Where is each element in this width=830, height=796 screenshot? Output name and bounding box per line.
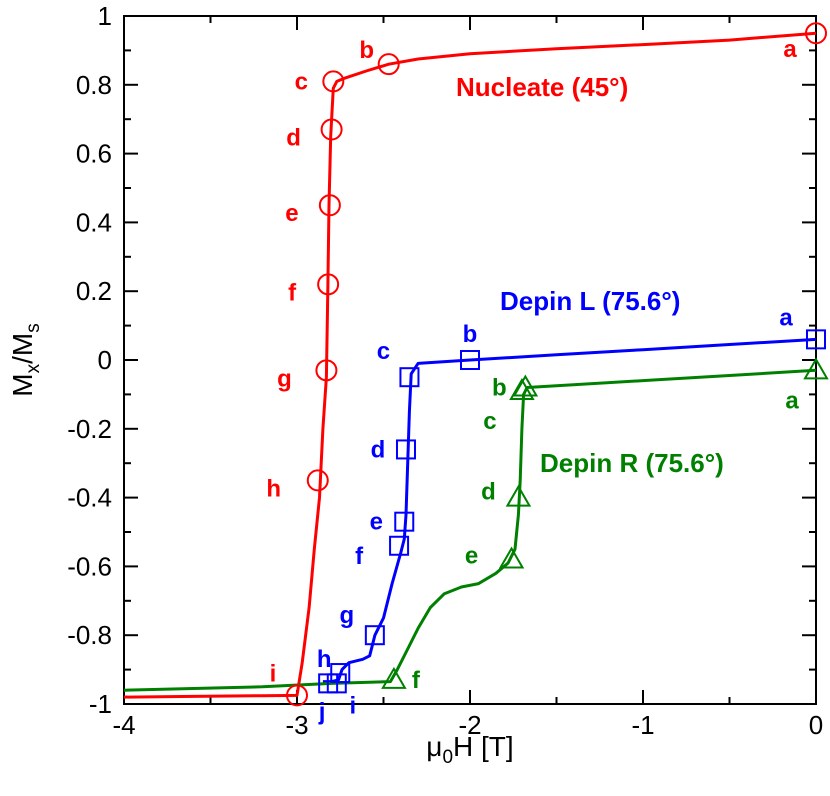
point-label-depin-r-d: d xyxy=(481,479,496,506)
y-axis-title: Mx/Ms xyxy=(7,323,44,396)
marker-depin-r-c xyxy=(509,377,535,400)
y-tick-label: -0.8 xyxy=(67,620,112,650)
y-tick-label: -1 xyxy=(89,689,112,719)
curve-nucleate xyxy=(123,31,817,699)
point-label-nucleate-a: a xyxy=(783,36,797,63)
marker-depin-l-j xyxy=(318,673,339,694)
curve-depin-r xyxy=(123,368,817,692)
x-tick-label: -4 xyxy=(112,710,135,740)
point-label-nucleate-b: b xyxy=(359,37,374,64)
series-title-depin-r: Depin R (75.6°) xyxy=(540,448,724,478)
point-label-nucleate-e: e xyxy=(285,200,298,227)
series-curves xyxy=(123,31,817,699)
marker-nucleate-e xyxy=(318,194,341,217)
point-label-depin-l-d: d xyxy=(371,436,386,463)
marker-depin-l-d xyxy=(395,439,416,460)
x-tick-label: -2 xyxy=(458,710,481,740)
point-label-depin-l-e: e xyxy=(370,509,383,536)
marker-depin-r-b xyxy=(512,374,539,397)
y-tick-label: -0.2 xyxy=(67,414,112,444)
x-tick-label: -1 xyxy=(631,710,654,740)
x-tick-label: -3 xyxy=(285,710,308,740)
point-label-depin-r-c: c xyxy=(483,408,496,435)
point-label-nucleate-d: d xyxy=(286,125,301,152)
marker-depin-l-c xyxy=(399,367,420,388)
axis-ticks: -4 -3 -2 -1 0 -1 -0.8 -0.6 -0.4 -0.2 0 0.2 0.4 0.6 0.8… xyxy=(67,1,823,740)
series-markers xyxy=(286,22,829,707)
marker-depin-r-e xyxy=(498,546,525,569)
point-label-nucleate-i: i xyxy=(270,660,277,687)
x-axis-title: μ0H [T] xyxy=(426,731,513,768)
point-label-nucleate-g: g xyxy=(277,365,292,392)
point-label-depin-r-f: f xyxy=(412,667,421,694)
x-tick-label: 0 xyxy=(809,710,823,740)
marker-depin-l-e xyxy=(394,511,415,532)
marker-nucleate-d xyxy=(320,118,343,141)
marker-depin-r-a xyxy=(803,357,829,380)
series-title-depin-l: Depin L (75.6°) xyxy=(500,286,680,316)
marker-depin-l-g xyxy=(364,625,385,646)
marker-nucleate-f xyxy=(317,273,340,296)
marker-nucleate-g xyxy=(315,359,338,382)
marker-depin-r-d xyxy=(505,484,532,507)
point-label-nucleate-h: h xyxy=(266,475,281,502)
y-tick-label: 0 xyxy=(98,345,112,375)
y-tick-label: 0.8 xyxy=(76,70,112,100)
point-label-nucleate-f: f xyxy=(288,279,297,306)
y-tick-label: -0.6 xyxy=(67,551,112,581)
point-label-depin-l-c: c xyxy=(377,338,390,365)
marker-depin-l-b xyxy=(460,350,480,370)
y-tick-label: 1 xyxy=(98,1,112,31)
point-label-depin-l-a: a xyxy=(779,304,793,331)
y-tick-label: 0.4 xyxy=(76,207,112,237)
point-label-depin-r-b: b xyxy=(492,375,507,402)
point-label-depin-l-i: i xyxy=(349,692,356,719)
y-tick-label: 0.6 xyxy=(76,139,112,169)
y-tick-label: -0.4 xyxy=(67,483,112,513)
point-label-depin-l-h: h xyxy=(317,646,332,673)
point-label-depin-l-g: g xyxy=(340,602,355,629)
series-title-nucleate: Nucleate (45°) xyxy=(456,72,628,102)
marker-nucleate-a xyxy=(805,22,827,45)
marker-depin-l-h xyxy=(330,663,351,684)
point-label-depin-r-a: a xyxy=(785,387,799,414)
marker-depin-l-f xyxy=(389,535,410,556)
marker-nucleate-h xyxy=(306,469,329,492)
point-label-depin-l-j: j xyxy=(318,698,326,725)
marker-nucleate-c xyxy=(322,70,345,93)
marker-depin-r-f xyxy=(381,666,407,689)
point-label-depin-l-b: b xyxy=(463,321,478,348)
marker-nucleate-i xyxy=(286,684,308,707)
marker-depin-l-a xyxy=(806,329,826,350)
y-tick-label: 0.2 xyxy=(76,276,112,306)
point-label-depin-r-e: e xyxy=(465,543,478,570)
curve-depin-l xyxy=(322,337,817,684)
marker-nucleate-b xyxy=(377,53,400,76)
point-label-nucleate-c: c xyxy=(295,68,308,95)
point-label-depin-l-f: f xyxy=(355,543,364,570)
